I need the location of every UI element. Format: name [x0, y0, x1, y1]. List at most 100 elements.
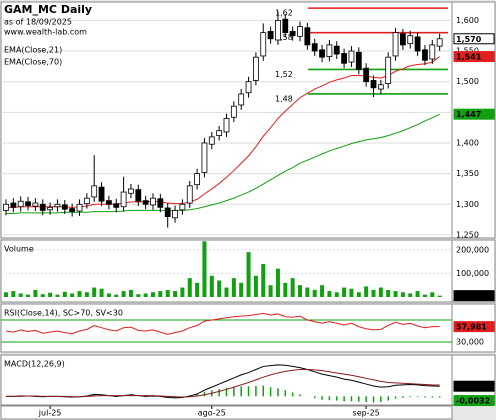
series-line	[5, 312, 440, 335]
volume-bar	[246, 252, 251, 297]
y-tick-label: 200,000	[456, 245, 489, 254]
x-tick-label: ago-25	[198, 409, 226, 418]
candle-body	[3, 203, 9, 211]
series-line	[6, 369, 440, 398]
chart-subtitle: as of 18/09/2025	[4, 18, 72, 27]
candle-body	[319, 49, 325, 58]
volume-bar	[217, 280, 222, 297]
candle-body	[32, 202, 39, 207]
candle-body	[54, 203, 61, 208]
candle-body	[216, 130, 223, 137]
y-tick-label: 1,500	[456, 77, 479, 86]
volume-bar	[261, 263, 266, 297]
last-value-box	[453, 395, 495, 407]
candle-body	[260, 32, 267, 57]
candle-body	[201, 142, 208, 173]
volume-bar	[253, 275, 258, 297]
volume-bar	[371, 289, 376, 297]
candle-body	[186, 185, 193, 204]
volume-bar	[408, 293, 413, 297]
y-tick-label: 100,000	[456, 269, 489, 278]
last-value-box	[453, 51, 495, 63]
candle-body	[69, 208, 76, 213]
volume-bar	[275, 268, 280, 297]
last-value-label: 1,447	[456, 110, 481, 119]
y-tick-label: 1,400	[456, 138, 479, 147]
last-value-box	[453, 33, 495, 45]
volume-bar	[77, 291, 82, 297]
y-tick-label: 30,000	[456, 338, 484, 347]
candle-body	[208, 136, 215, 145]
last-value-box	[453, 290, 495, 302]
volume-bar	[128, 289, 133, 297]
volume-bar	[26, 294, 31, 297]
volume-bar	[151, 292, 155, 297]
volume-bar	[364, 286, 369, 297]
last-value-label: 0,0264	[456, 382, 487, 391]
candle-body	[355, 51, 362, 70]
candle-body	[157, 198, 164, 208]
candle-body	[223, 118, 230, 133]
volume-bar	[187, 278, 192, 297]
volume-bar	[158, 291, 163, 297]
volume-bar	[386, 289, 391, 297]
candle-body	[150, 197, 156, 206]
candle-body	[113, 203, 120, 208]
volume-bar	[239, 282, 244, 297]
volume-bar	[393, 291, 398, 297]
last-value-label: 5,710	[456, 292, 482, 301]
candle-body	[128, 188, 134, 194]
level-label: 1,48	[275, 94, 293, 103]
y-tick-label: 1,250	[456, 230, 479, 239]
candle-body	[436, 38, 443, 47]
volume-bar	[209, 275, 214, 297]
volume-bar	[180, 287, 185, 297]
volume-bar	[92, 287, 97, 297]
last-value-box	[453, 321, 495, 333]
candle-body	[311, 43, 318, 52]
volume-bar	[305, 287, 310, 297]
candle-body	[230, 105, 237, 118]
candle-body	[341, 53, 348, 64]
candle-body	[414, 36, 421, 52]
volume-bar	[55, 294, 60, 297]
candle-body	[25, 201, 31, 206]
candle-body	[106, 200, 112, 205]
candle-body	[61, 204, 68, 210]
volume-bar	[298, 285, 302, 297]
candle-body	[267, 31, 274, 40]
pane-title: MACD(12,26,9)	[4, 360, 65, 369]
candle-body	[76, 203, 83, 212]
last-value-label: 1,541	[456, 53, 482, 62]
candle-body	[98, 186, 105, 202]
level-label: 1,62	[275, 9, 293, 18]
volume-bar	[312, 289, 317, 297]
volume-bar	[320, 285, 325, 297]
chart-title: GAM_MC Daily	[4, 3, 92, 16]
y-tick-label: 1,300	[456, 200, 479, 209]
candle-body	[164, 207, 171, 217]
volume-bar	[378, 287, 383, 297]
legend-entry: EMA(Close,21)	[4, 46, 62, 55]
candle-body	[385, 56, 392, 84]
volume-bar	[437, 295, 442, 297]
last-value-box	[453, 108, 495, 120]
volume-bar	[400, 292, 405, 297]
candle-body	[194, 173, 201, 186]
volume-bar	[195, 282, 200, 297]
level-label: 1,58	[275, 33, 293, 42]
source: www.wealth-lab.com	[4, 28, 87, 37]
volume-bar	[173, 291, 178, 297]
last-value-label: -0,0032	[456, 397, 490, 406]
candle-body	[348, 50, 355, 63]
candle-body	[289, 31, 296, 37]
y-tick-label: 1,350	[456, 169, 479, 178]
candle-body	[47, 206, 53, 211]
volume-bar	[415, 291, 420, 297]
volume-bar	[18, 293, 23, 297]
pane-title: RSI(Close,14), SC>70, SV<30	[4, 309, 123, 318]
candle-body	[275, 19, 281, 41]
volume-bar	[268, 285, 273, 297]
candle-body	[407, 35, 414, 45]
